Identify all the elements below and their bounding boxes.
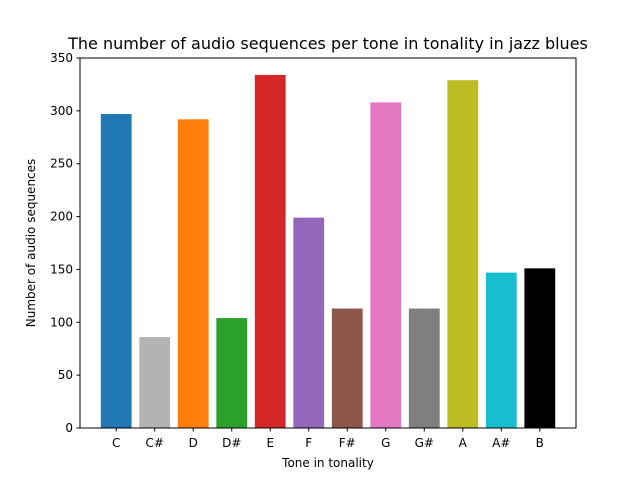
- bar-f: [293, 217, 325, 428]
- bar-a-sharp: [485, 272, 517, 428]
- y-tick-label: 150: [50, 262, 73, 276]
- y-tick-label: 250: [50, 157, 73, 171]
- y-axis-label: Number of audio sequences: [24, 159, 38, 328]
- x-tick-label: F: [305, 436, 312, 450]
- bar-a: [447, 80, 479, 428]
- bar-d: [177, 119, 209, 428]
- y-tick-label: 200: [50, 210, 73, 224]
- y-axis-ticks: 0 50 100 150 200 250 300 350: [50, 51, 80, 435]
- x-tick-label: C: [112, 436, 120, 450]
- bar-b: [524, 268, 556, 428]
- bar-c: [100, 114, 132, 428]
- y-tick-label: 350: [50, 51, 73, 65]
- x-tick-label: G: [381, 436, 390, 450]
- x-tick-label: C#: [145, 436, 163, 450]
- bar-g: [370, 102, 402, 429]
- x-tick-label: D#: [222, 436, 241, 450]
- x-tick-label: E: [266, 436, 274, 450]
- y-tick-label: 0: [65, 421, 73, 435]
- x-axis-label: Tone in tonality: [281, 456, 374, 470]
- x-tick-label: D: [189, 436, 198, 450]
- x-axis-ticks: C C# D D# E F F# G G# A A# B: [112, 428, 544, 450]
- bar-f-sharp: [331, 308, 363, 428]
- x-tick-label: A: [459, 436, 468, 450]
- chart-title: The number of audio sequences per tone i…: [67, 34, 588, 53]
- y-tick-label: 100: [50, 315, 73, 329]
- plot-area-frame: [79, 57, 577, 429]
- bar-c-sharp: [139, 337, 171, 428]
- y-tick-label: 50: [58, 368, 73, 382]
- x-tick-label: G#: [415, 436, 434, 450]
- bars-group: [100, 74, 556, 429]
- x-tick-label: B: [536, 436, 544, 450]
- x-tick-label: A#: [492, 436, 510, 450]
- bar-e: [254, 74, 286, 428]
- y-tick-label: 300: [50, 104, 73, 118]
- bar-d-sharp: [216, 318, 248, 428]
- bar-g-sharp: [408, 308, 440, 428]
- x-tick-label: F#: [339, 436, 356, 450]
